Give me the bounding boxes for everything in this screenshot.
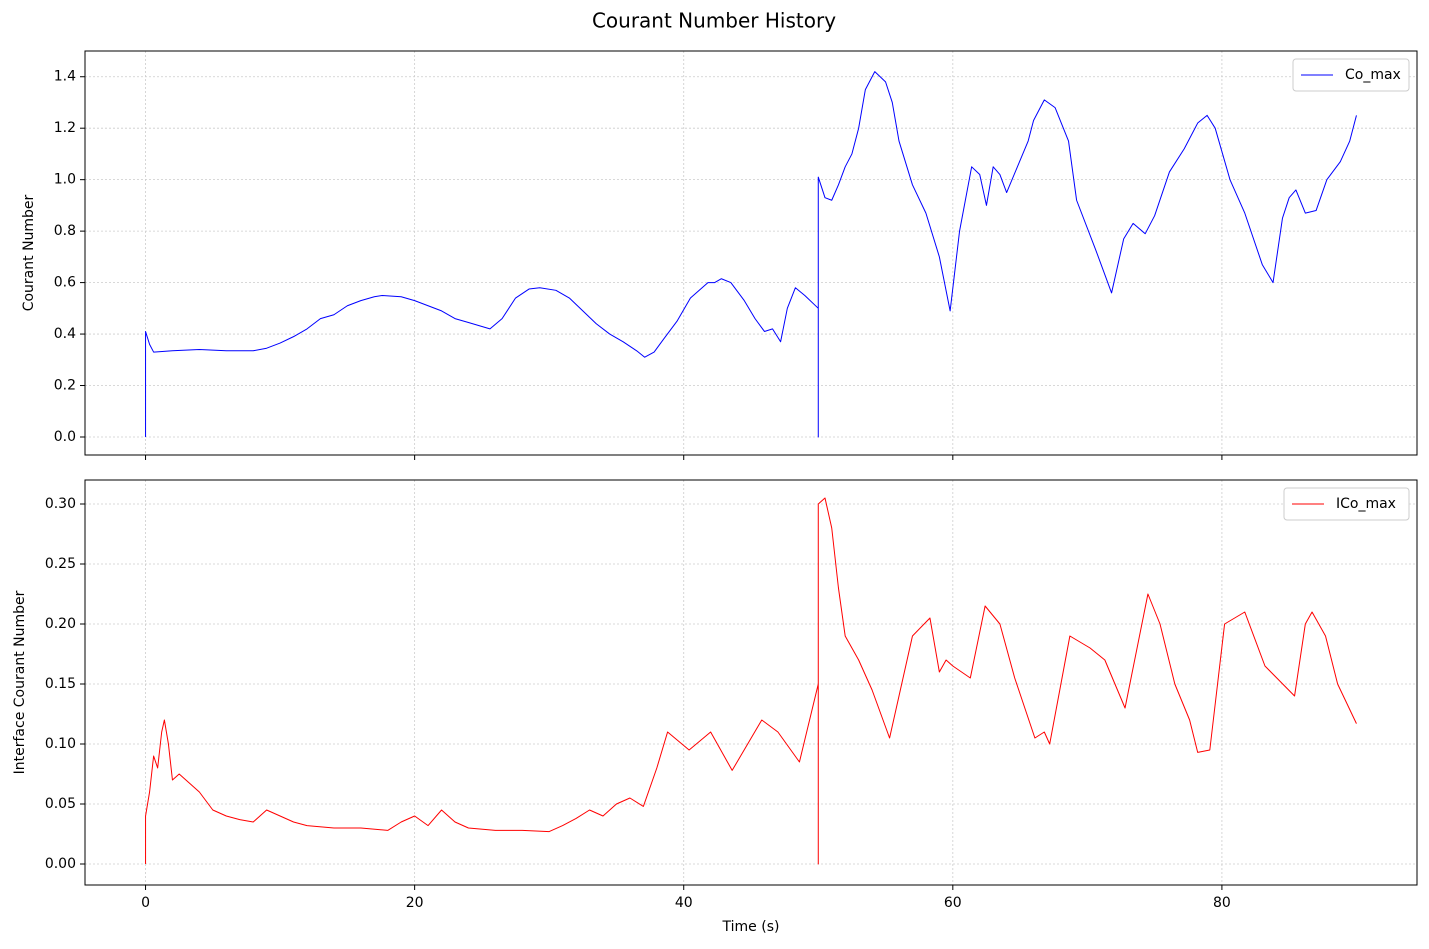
x-tick-label: 60 — [944, 895, 962, 911]
legend-label: Co_max — [1345, 67, 1401, 83]
x-tick-label: 40 — [675, 895, 693, 911]
x-tick-label: 20 — [406, 895, 424, 911]
x-tick-label: 80 — [1213, 895, 1231, 911]
y-tick-label: 1.2 — [54, 120, 76, 136]
y-tick-label: 0.8 — [54, 223, 76, 239]
axes-frame — [84, 50, 1418, 456]
y-tick-label: 1.0 — [54, 172, 76, 188]
y-tick-label: 0.00 — [45, 856, 76, 872]
axes-frame — [84, 479, 1418, 886]
y-tick-label: 0.0 — [54, 429, 76, 445]
y-tick-label: 0.20 — [45, 616, 76, 632]
legend-label: ICo_max — [1336, 496, 1396, 512]
y-tick-label: 0.25 — [45, 556, 76, 572]
data-line — [145, 497, 1357, 865]
legend-box — [1292, 58, 1410, 92]
figure-title: Courant Number History — [592, 9, 836, 33]
y-tick-label: 0.4 — [54, 326, 76, 342]
x-axis-label: Time (s) — [722, 919, 780, 935]
y-tick-label: 0.6 — [54, 275, 76, 291]
y-tick-label: 0.10 — [45, 736, 76, 752]
y-axis-label: Courant Number — [21, 194, 37, 311]
y-tick-label: 0.2 — [54, 378, 76, 394]
x-tick-label: 0 — [141, 895, 150, 911]
y-tick-label: 0.30 — [45, 496, 76, 512]
y-tick-label: 1.4 — [54, 69, 76, 85]
y-tick-label: 0.15 — [45, 676, 76, 692]
y-tick-label: 0.05 — [45, 796, 76, 812]
data-line — [145, 71, 1357, 438]
y-axis-label: Interface Courant Number — [12, 590, 28, 774]
legend-box — [1283, 487, 1410, 521]
